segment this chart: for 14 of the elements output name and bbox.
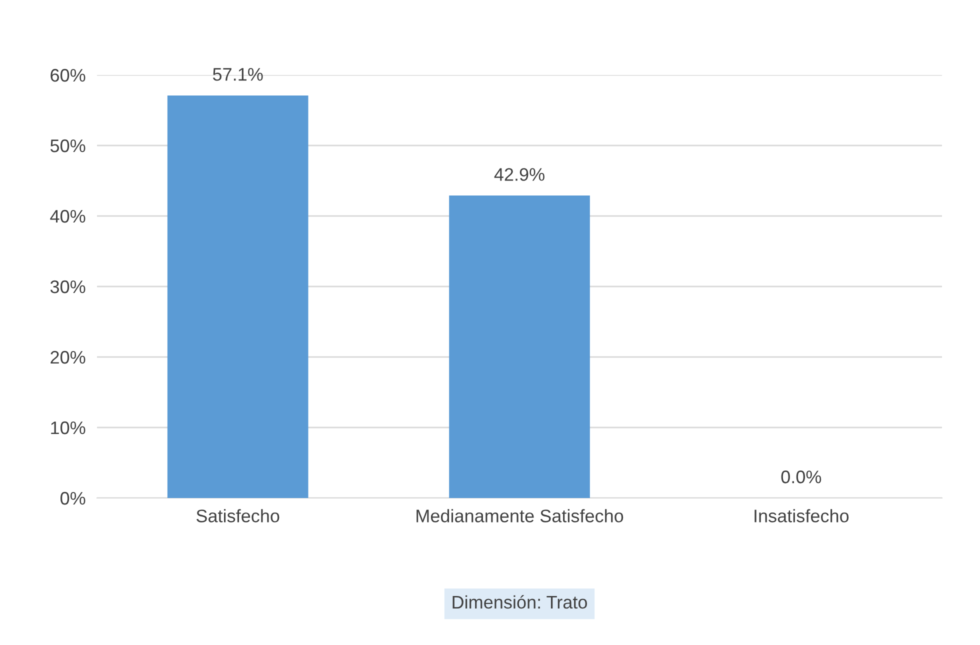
data-label: 0.0% <box>781 470 822 484</box>
data-label: 42.9% <box>494 168 544 181</box>
y-tick-label: 20% <box>50 350 86 364</box>
y-tick-label: 60% <box>50 68 86 82</box>
y-tick-label: 30% <box>50 280 86 294</box>
y-tick-label: 10% <box>51 421 86 434</box>
y-tick-label: 0% <box>60 492 86 505</box>
y-tick-label: 50% <box>50 139 86 152</box>
x-tick-label: Insatisfecho <box>754 509 849 522</box>
y-tick-label: 40% <box>50 210 86 223</box>
data-label: 57.1% <box>212 68 263 81</box>
x-tick-label: Satisfecho <box>196 509 280 522</box>
x-axis-title: Dimensión: Trato <box>452 595 587 609</box>
x-tick-label: Medianamente Satisfecho <box>416 509 624 522</box>
